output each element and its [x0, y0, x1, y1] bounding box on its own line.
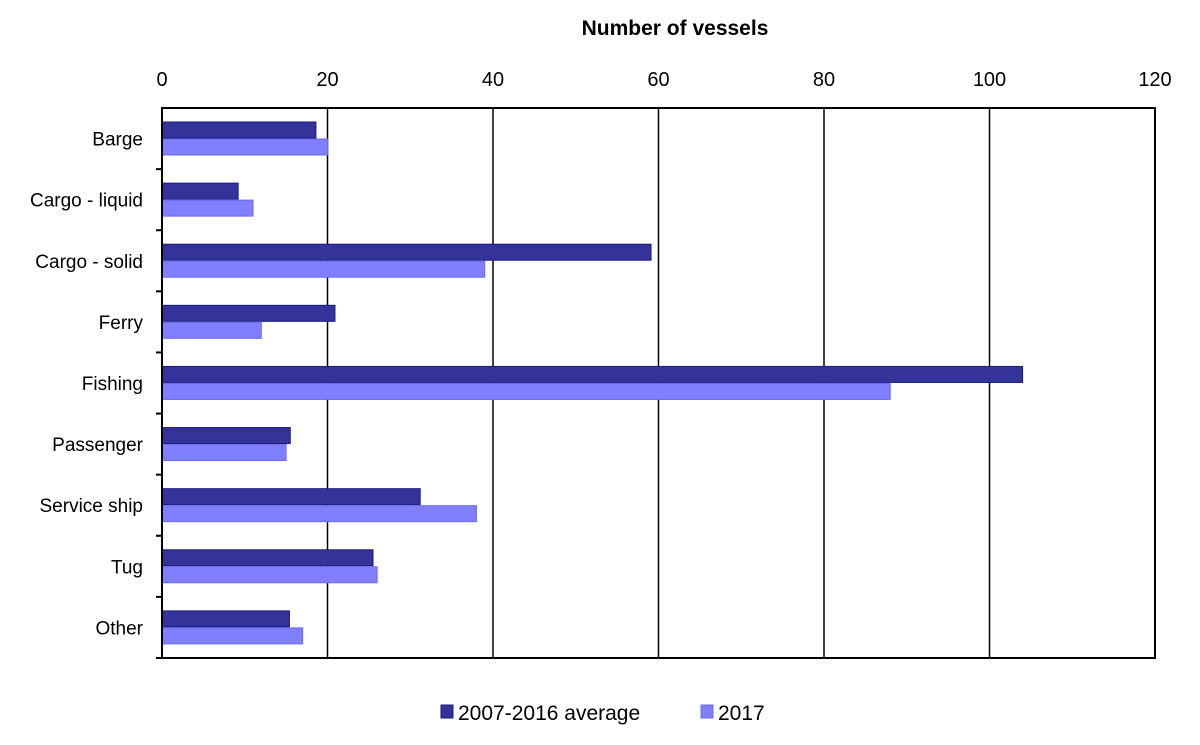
bar-average: [161, 121, 317, 139]
bar-average: [161, 243, 652, 261]
category-label: Cargo - solid: [35, 252, 143, 273]
bar-2017: [161, 382, 891, 400]
category-label: Fishing: [82, 374, 143, 395]
bar-average: [161, 365, 1024, 383]
bar-average: [161, 304, 336, 322]
bar-2017: [161, 138, 328, 156]
category-label: Service ship: [40, 496, 144, 517]
category-label: Other: [95, 618, 143, 639]
x-tick-label: 20: [316, 69, 338, 91]
bar-2017: [161, 444, 287, 462]
plot-area-border: [161, 107, 1156, 659]
x-tick-label: 60: [647, 69, 669, 91]
x-tick-label: 80: [813, 69, 835, 91]
x-tick-label: 40: [482, 69, 504, 91]
legend: 2007-2016 average 2017: [440, 702, 765, 725]
x-tick-label: 100: [973, 69, 1006, 91]
bar-average: [161, 488, 421, 506]
legend-swatch: [440, 704, 454, 719]
bar-2017: [161, 321, 262, 339]
bar-average: [161, 427, 291, 445]
category-label: Passenger: [52, 435, 144, 456]
bar-average: [161, 549, 374, 567]
legend-label: 2007-2016 average: [458, 702, 640, 725]
bar-2017: [161, 627, 304, 645]
chart-title: Number of vessels: [582, 17, 769, 40]
bar-average: [161, 182, 239, 200]
bar-2017: [161, 199, 254, 217]
x-tick-label: 120: [1138, 69, 1171, 91]
category-label: Barge: [92, 130, 143, 151]
category-label: Cargo - liquid: [30, 191, 143, 212]
legend-label: 2017: [718, 702, 765, 725]
bar-2017: [161, 505, 477, 523]
category-label: Tug: [111, 557, 143, 578]
bar-average: [161, 610, 290, 628]
category-label: Ferry: [99, 313, 144, 334]
bar-2017: [161, 566, 378, 584]
x-tick-label: 0: [156, 69, 167, 91]
legend-swatch: [700, 704, 714, 719]
bar-2017: [161, 260, 486, 278]
